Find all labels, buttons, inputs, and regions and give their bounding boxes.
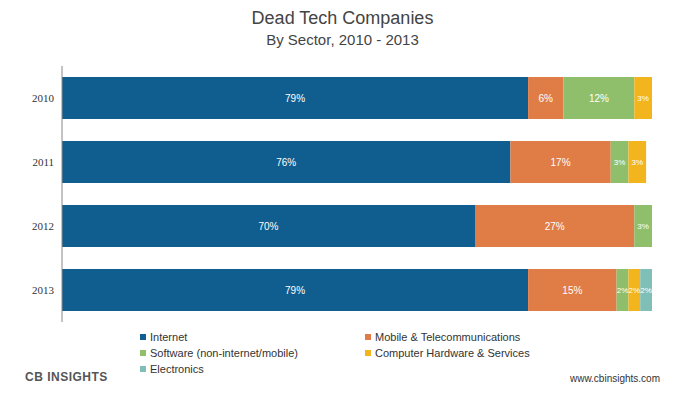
svg-text:27%: 27%: [545, 221, 565, 232]
svg-text:2010: 2010: [32, 92, 55, 104]
html-text:Internet: Internet: [150, 331, 188, 343]
html-text:Dead Tech Companies: Dead Tech Companies: [251, 8, 434, 28]
html-text:Computer Hardware & Services: Computer Hardware & Services: [375, 347, 530, 359]
svg-text:2011: 2011: [32, 156, 54, 168]
html-text:Software (non-internet/mobile): Software (non-internet/mobile): [150, 347, 298, 359]
svg-text:2013: 2013: [32, 284, 55, 296]
svg-text:76%: 76%: [276, 157, 296, 168]
svg-text:79%: 79%: [285, 93, 305, 104]
svg-text:2%: 2%: [617, 286, 629, 295]
html-text:www.cbinsights.com: www.cbinsights.com: [570, 373, 660, 384]
svg-text:3%: 3%: [614, 158, 626, 167]
svg-text:12%: 12%: [589, 93, 609, 104]
html-text:By Sector, 2010 - 2013: By Sector, 2010 - 2013: [266, 31, 419, 48]
html-text:Electronics: Electronics: [150, 363, 204, 375]
html-text:CB INSIGHTS: CB INSIGHTS: [25, 370, 108, 384]
svg-text:2%: 2%: [640, 286, 652, 295]
svg-text:2012: 2012: [32, 220, 54, 232]
svg-text:79%: 79%: [285, 285, 305, 296]
svg-text:2%: 2%: [629, 286, 641, 295]
svg-text:3%: 3%: [637, 94, 649, 103]
html-text:Mobile & Telecommunications: Mobile & Telecommunications: [375, 331, 521, 343]
svg-text:3%: 3%: [631, 158, 643, 167]
svg-text:3%: 3%: [637, 222, 649, 231]
svg-text:17%: 17%: [551, 157, 571, 168]
svg-text:6%: 6%: [539, 93, 554, 104]
svg-text:15%: 15%: [562, 285, 582, 296]
svg-text:70%: 70%: [258, 221, 278, 232]
